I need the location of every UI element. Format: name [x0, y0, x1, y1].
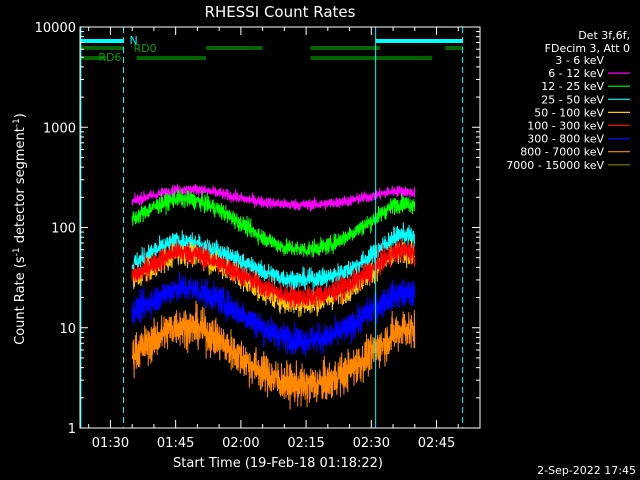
x-tick-label: 02:00 [222, 436, 259, 451]
legend-entry-label: 7000 - 15000 keV [506, 159, 604, 172]
legend-header-line: FDecim 3, Att 0 [545, 42, 630, 55]
series-line [131, 300, 416, 410]
series-line [131, 271, 416, 357]
legend-entry-label: 800 - 7000 keV [520, 146, 604, 159]
state-label-RD6: RD6 [98, 51, 121, 64]
chart-title: RHESSI Count Rates [205, 3, 356, 21]
x-axis-label: Start Time (19-Feb-18 01:18:22) [173, 456, 383, 471]
legend-entry-label: 12 - 25 keV [541, 80, 604, 93]
y-tick-label: 10 [59, 322, 76, 337]
y-axis-label: Count Rate (s-1 detector segment-1) [12, 113, 28, 345]
axes-group: 01:30 01:45 02:00 02:15 02:30 02:45 1 10 100 1000… [35, 21, 481, 451]
y-axis-label-part: Count Rate (s [13, 256, 28, 345]
legend-entry-label: 6 - 12 keV [548, 67, 604, 80]
state-label-N: N [129, 34, 137, 47]
y-axis-label-part: detector segment [13, 127, 28, 247]
legend-entry-label: 50 - 100 keV [534, 106, 604, 119]
state-label-RD0: RD0 [133, 42, 156, 55]
y-tick-label: 10000 [35, 21, 76, 36]
y-tick-label: 1000 [43, 121, 76, 136]
data-series-group [131, 112, 416, 410]
y-tick-label: 1 [68, 422, 76, 437]
legend-entry-label: 300 - 800 keV [527, 133, 604, 146]
x-tick-label: 02:15 [287, 436, 324, 451]
legend-header-line: Det 3f,6f, [578, 29, 630, 42]
y-axis-label-part: ) [13, 113, 28, 118]
series-line [131, 112, 416, 129]
x-tick-label: 02:30 [353, 436, 390, 451]
date-stamp: 2-Sep-2022 17:45 [537, 464, 636, 477]
series-line [131, 188, 416, 258]
legend-entry-label: 25 - 50 keV [541, 93, 604, 106]
y-axis-label-superscript: -1 [12, 247, 22, 256]
legend-entry-label: 3 - 6 keV [555, 54, 604, 67]
series-line [131, 237, 416, 309]
y-tick-label: 100 [51, 222, 76, 237]
y-axis-label-superscript: -1 [12, 118, 22, 127]
series-line [131, 184, 416, 212]
x-tick-label: 02:45 [418, 436, 455, 451]
x-tick-label: 01:30 [92, 436, 129, 451]
x-tick-label: 01:45 [157, 436, 194, 451]
legend-entry-label: 100 - 300 keV [527, 120, 604, 133]
